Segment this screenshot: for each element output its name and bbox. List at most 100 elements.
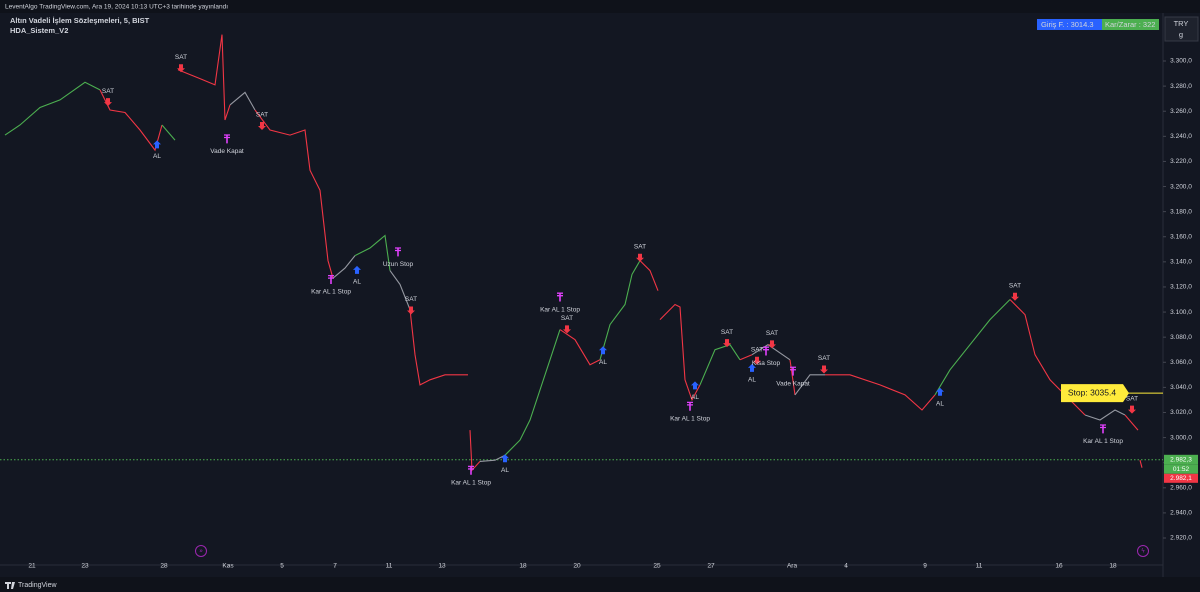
y-tick-label: 2.940,0 — [1170, 510, 1192, 517]
event-icon-glyph: ϟ — [1141, 549, 1145, 555]
signal-label: Uzun Stop — [383, 261, 414, 268]
currency-box[interactable] — [1164, 16, 1199, 42]
price-line-segment — [825, 374, 936, 411]
signal-label: SAT — [102, 88, 114, 95]
y-tick-label: 3.120,0 — [1170, 284, 1192, 291]
signal-marker — [753, 356, 761, 365]
y-tick-label: 3.080,0 — [1170, 334, 1192, 341]
x-tick-label: 11 — [386, 563, 393, 570]
price-line-segment — [559, 329, 601, 366]
bid-badge — [1164, 473, 1198, 483]
price-line-segment — [177, 34, 231, 121]
indicator: HDA_Sistem_V2 — [10, 26, 68, 35]
signal-marker — [563, 325, 571, 334]
price-line-segment — [934, 299, 1011, 396]
x-tick-label: 11 — [976, 563, 983, 570]
unit: g — [1179, 30, 1183, 39]
symbol: Altın Vadeli İşlem Sözleşmeleri, 5, BIST — [10, 16, 150, 25]
signal-marker — [687, 401, 693, 411]
signal-label: AL — [936, 400, 944, 407]
price-line-segment — [254, 109, 334, 279]
signal-label: AL — [153, 153, 161, 160]
signal-label: AL — [353, 279, 361, 286]
x-tick-label: 25 — [653, 563, 661, 570]
signal-marker — [790, 366, 796, 376]
price-line-segment — [659, 303, 701, 402]
signal-label: AL — [599, 359, 607, 366]
signal-label: SAT — [1009, 282, 1021, 289]
x-tick-label: 18 — [1109, 563, 1117, 570]
countdown: 01:52 — [1173, 466, 1190, 473]
y-tick-label: 3.000,0 — [1170, 434, 1192, 441]
x-tick-label: 27 — [707, 563, 715, 570]
bid-price: 2.982,1 — [1170, 475, 1192, 482]
signal-marker — [763, 346, 769, 356]
x-tick-label: Ara — [787, 563, 798, 570]
signal-label: Kar AL 1 Stop — [311, 289, 351, 296]
y-tick-label: 3.160,0 — [1170, 233, 1192, 240]
x-tick-label: 4 — [844, 563, 848, 570]
signal-marker — [1128, 405, 1136, 414]
signal-marker — [468, 465, 474, 475]
y-tick-label: 3.180,0 — [1170, 208, 1192, 215]
price-line-segment — [479, 454, 506, 462]
price-line-segment — [599, 260, 641, 360]
x-tick-label: 13 — [438, 563, 446, 570]
signal-label: SAT — [405, 296, 417, 303]
price-line-segment — [504, 329, 561, 456]
signal-label: Kar AL 1 Stop — [1083, 438, 1123, 445]
bottom-bar — [0, 577, 1200, 592]
signal-marker — [691, 381, 699, 390]
price-line-segment — [469, 430, 481, 472]
signal-label: SAT — [1126, 395, 1138, 402]
price-line-segment — [389, 270, 411, 310]
signal-label: SAT — [766, 330, 778, 337]
price-line-segment — [409, 309, 468, 386]
signal-label: SAT — [634, 244, 646, 251]
signal-marker — [723, 339, 731, 348]
y-tick-label: 3.220,0 — [1170, 158, 1192, 165]
signal-marker — [407, 306, 415, 315]
signal-marker — [820, 365, 828, 374]
y-tick-label: 3.240,0 — [1170, 133, 1192, 140]
signal-marker — [104, 98, 112, 107]
signal-marker — [1100, 424, 1106, 434]
brand: TradingView — [18, 582, 57, 589]
signal-label: Vade Kapat — [210, 148, 244, 155]
stop-label: Stop: 3035.4 — [1068, 387, 1116, 397]
last-price-badge — [1164, 454, 1198, 465]
pnl: Kar/Zarar : 322 — [1105, 20, 1155, 29]
pnl-box — [1102, 19, 1159, 30]
event-icon[interactable] — [195, 545, 207, 557]
x-tick-label: 9 — [923, 563, 927, 570]
price-line-segment — [751, 344, 791, 361]
y-tick-label: 3.260,0 — [1170, 108, 1192, 115]
signal-marker — [936, 387, 944, 396]
signal-label: Kar AL 1 Stop — [451, 479, 491, 486]
signal-marker — [328, 274, 334, 284]
price-line-segment — [161, 124, 176, 141]
x-tick-label: Kas — [222, 563, 234, 570]
event-icon[interactable] — [1137, 545, 1149, 557]
signal-label: Kar AL 1 Stop — [540, 306, 580, 313]
signal-marker — [258, 121, 266, 130]
entry-box — [1037, 19, 1102, 30]
y-tick-label: 3.100,0 — [1170, 309, 1192, 316]
x-tick-label: 28 — [160, 563, 168, 570]
price-line-segment — [739, 354, 753, 361]
signal-label: SAT — [721, 329, 733, 336]
x-tick-label: 7 — [333, 563, 337, 570]
price-line-segment — [639, 260, 659, 291]
price-line-segment — [1124, 414, 1139, 431]
price-line-segment — [794, 374, 825, 396]
signal-marker — [599, 346, 607, 355]
price-line-segment — [1139, 460, 1143, 468]
signal-marker — [1011, 292, 1019, 301]
publisher: LeventAlgo TradingView.com, Ara 19, 2024… — [5, 4, 228, 11]
signal-marker — [177, 64, 185, 73]
currency: TRY — [1174, 19, 1189, 28]
x-tick-label: 5 — [280, 563, 284, 570]
countdown-badge — [1164, 464, 1198, 474]
y-tick-label: 3.280,0 — [1170, 83, 1192, 90]
